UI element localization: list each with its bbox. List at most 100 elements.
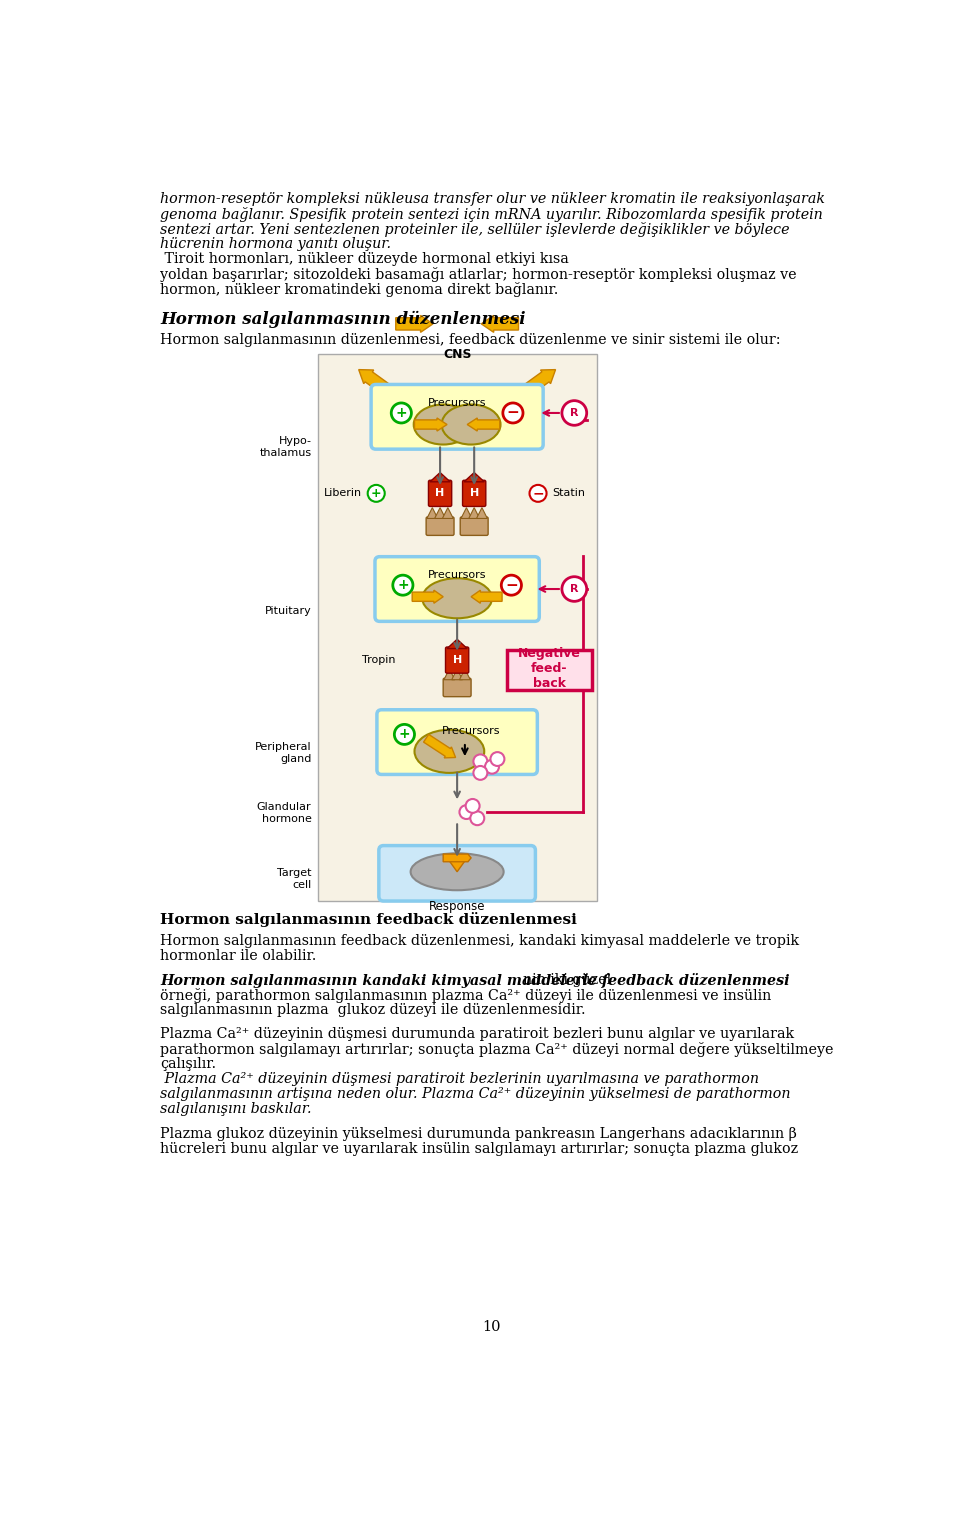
Text: sentezi artar. Yeni sentezlenen proteinler ile, sellüler işlevlerde değişiklikle: sentezi artar. Yeni sentezlenen proteinl… xyxy=(160,223,790,238)
Text: CNS: CNS xyxy=(443,349,471,361)
Ellipse shape xyxy=(442,404,500,444)
Text: salgılanışını baskılar.: salgılanışını baskılar. xyxy=(160,1103,312,1116)
Text: Hypo-
thalamus: Hypo- thalamus xyxy=(259,436,311,458)
Polygon shape xyxy=(461,508,472,518)
FancyBboxPatch shape xyxy=(426,517,454,535)
FancyArrow shape xyxy=(396,316,433,332)
Circle shape xyxy=(473,755,488,769)
Circle shape xyxy=(393,575,413,595)
Text: −: − xyxy=(507,406,519,421)
Ellipse shape xyxy=(422,578,492,618)
FancyArrow shape xyxy=(468,418,500,432)
Polygon shape xyxy=(464,473,484,482)
Text: −: − xyxy=(505,578,517,593)
Text: +: + xyxy=(371,486,381,500)
FancyBboxPatch shape xyxy=(463,480,486,506)
FancyArrow shape xyxy=(481,316,518,332)
FancyBboxPatch shape xyxy=(372,384,543,450)
Circle shape xyxy=(460,805,473,819)
FancyArrow shape xyxy=(423,735,456,758)
Text: salgılanmasının artişına neden olur. Plazma Ca²⁺ düzeyinin yükselmesi de paratho: salgılanmasının artişına neden olur. Pla… xyxy=(160,1087,791,1101)
Circle shape xyxy=(473,766,488,779)
Circle shape xyxy=(466,799,480,813)
FancyBboxPatch shape xyxy=(379,845,536,901)
Text: Precursors: Precursors xyxy=(428,398,487,409)
Ellipse shape xyxy=(415,730,484,773)
FancyBboxPatch shape xyxy=(507,650,591,689)
Text: +: + xyxy=(396,406,407,419)
Circle shape xyxy=(503,403,523,422)
Text: Statin: Statin xyxy=(552,488,585,499)
Text: Peripheral
gland: Peripheral gland xyxy=(254,743,311,764)
Polygon shape xyxy=(447,639,468,648)
Text: Plazma Ca²⁺ düzeyinin düşmesi paratiroit bezlerinin uyarılmasına ve parathormon: Plazma Ca²⁺ düzeyinin düşmesi paratiroit… xyxy=(160,1072,759,1086)
Circle shape xyxy=(368,485,385,502)
Text: Pituitary: Pituitary xyxy=(265,605,311,616)
Polygon shape xyxy=(468,508,480,518)
FancyBboxPatch shape xyxy=(318,354,596,901)
FancyBboxPatch shape xyxy=(375,557,540,621)
Text: hücreleri bunu algılar ve uyarılarak insülin salgılamayı artırırlar; sonuçta pla: hücreleri bunu algılar ve uyarılarak ins… xyxy=(160,1142,799,1156)
FancyArrow shape xyxy=(444,854,471,862)
Circle shape xyxy=(395,724,415,744)
FancyBboxPatch shape xyxy=(377,709,538,775)
FancyArrow shape xyxy=(412,590,444,604)
Text: hormon-reseptör kompleksi nükleusa transfer olur ve nükleer kromatin ile reaksiy: hormon-reseptör kompleksi nükleusa trans… xyxy=(160,192,826,206)
FancyArrow shape xyxy=(415,418,447,432)
Text: H: H xyxy=(436,488,444,499)
FancyBboxPatch shape xyxy=(445,647,468,673)
Text: hormonlar ile olabilir.: hormonlar ile olabilir. xyxy=(160,949,317,962)
Text: nin iki güzel: nin iki güzel xyxy=(523,973,612,987)
Polygon shape xyxy=(476,508,488,518)
Text: H: H xyxy=(452,656,462,665)
Text: yoldan başarırlar; sitozoldeki basamağı atlarlar; hormon-reseptör kompleksi oluş: yoldan başarırlar; sitozoldeki basamağı … xyxy=(160,267,797,282)
Polygon shape xyxy=(460,669,470,680)
Circle shape xyxy=(470,811,484,825)
Circle shape xyxy=(562,576,587,601)
Text: Plazma Ca²⁺ düzeyinin düşmesi durumunda paratiroit bezleri bunu algılar ve uyarı: Plazma Ca²⁺ düzeyinin düşmesi durumunda … xyxy=(160,1028,795,1042)
Text: hücrenin hormona yanıtı oluşur.: hücrenin hormona yanıtı oluşur. xyxy=(160,238,392,252)
Text: Negative
feed-
back: Negative feed- back xyxy=(517,647,581,689)
Text: +: + xyxy=(398,727,410,741)
Circle shape xyxy=(501,575,521,595)
Circle shape xyxy=(491,752,504,766)
Text: Response: Response xyxy=(429,900,486,913)
Text: Hormon salgılanmasının feedback düzenlenmesi, kandaki kimyasal maddelerle ve tro: Hormon salgılanmasının feedback düzenlen… xyxy=(160,933,800,947)
Polygon shape xyxy=(444,669,455,680)
Text: Glandular
hormone: Glandular hormone xyxy=(256,802,311,824)
Text: çalışılır.: çalışılır. xyxy=(160,1057,216,1072)
Text: Plazma glukoz düzeyinin yükselmesi durumunda pankreasın Langerhans adacıklarının: Plazma glukoz düzeyinin yükselmesi durum… xyxy=(160,1127,797,1141)
Text: +: + xyxy=(397,578,409,592)
Text: Precursors: Precursors xyxy=(428,570,487,580)
FancyArrow shape xyxy=(509,369,556,406)
Ellipse shape xyxy=(411,854,504,891)
Text: hormon, nükleer kromatindeki genoma direkt bağlanır.: hormon, nükleer kromatindeki genoma dire… xyxy=(160,282,559,297)
Text: 10: 10 xyxy=(483,1321,501,1334)
FancyBboxPatch shape xyxy=(460,517,488,535)
FancyBboxPatch shape xyxy=(444,679,471,697)
Polygon shape xyxy=(427,508,438,518)
Text: Liberin: Liberin xyxy=(324,488,362,499)
Circle shape xyxy=(392,403,412,422)
FancyArrow shape xyxy=(359,369,405,406)
Text: Tiroit hormonları, nükleer düzeyde hormonal etkiyi kısa: Tiroit hormonları, nükleer düzeyde hormo… xyxy=(160,252,569,267)
Text: R: R xyxy=(570,409,579,418)
Text: Hormon salgılanmasının düzenlenmesi: Hormon salgılanmasının düzenlenmesi xyxy=(160,311,526,328)
Text: örneği, parathormon salgılanmasının plazma Ca²⁺ düzeyi ile düzenlenmesi ve insül: örneği, parathormon salgılanmasının plaz… xyxy=(160,988,772,1003)
Text: Target
cell: Target cell xyxy=(276,868,311,889)
Polygon shape xyxy=(443,508,453,518)
Circle shape xyxy=(485,759,499,773)
Text: H: H xyxy=(469,488,479,499)
Text: salgılanmasının plazma  glukoz düzeyi ile düzenlenmesidir.: salgılanmasının plazma glukoz düzeyi ile… xyxy=(160,1003,586,1017)
Text: R: R xyxy=(570,584,579,595)
Text: Tropin: Tropin xyxy=(362,656,396,665)
Circle shape xyxy=(562,401,587,425)
Text: Hormon salgılanmasının düzenlenmesi, feedback düzenlenme ve sinir sistemi ile ol: Hormon salgılanmasının düzenlenmesi, fee… xyxy=(160,332,780,346)
Text: genoma bağlanır. Spesifik protein sentezi için mRNA uyarılır. Ribozomlarda spesi: genoma bağlanır. Spesifik protein sentez… xyxy=(160,207,823,223)
Polygon shape xyxy=(435,508,445,518)
Text: Precursors: Precursors xyxy=(442,726,500,735)
Circle shape xyxy=(530,485,546,502)
Polygon shape xyxy=(430,473,450,482)
FancyArrow shape xyxy=(449,859,465,872)
Text: parathormon salgılamayı artırırlar; sonuçta plazma Ca²⁺ düzeyi normal değere yük: parathormon salgılamayı artırırlar; sonu… xyxy=(160,1042,834,1057)
